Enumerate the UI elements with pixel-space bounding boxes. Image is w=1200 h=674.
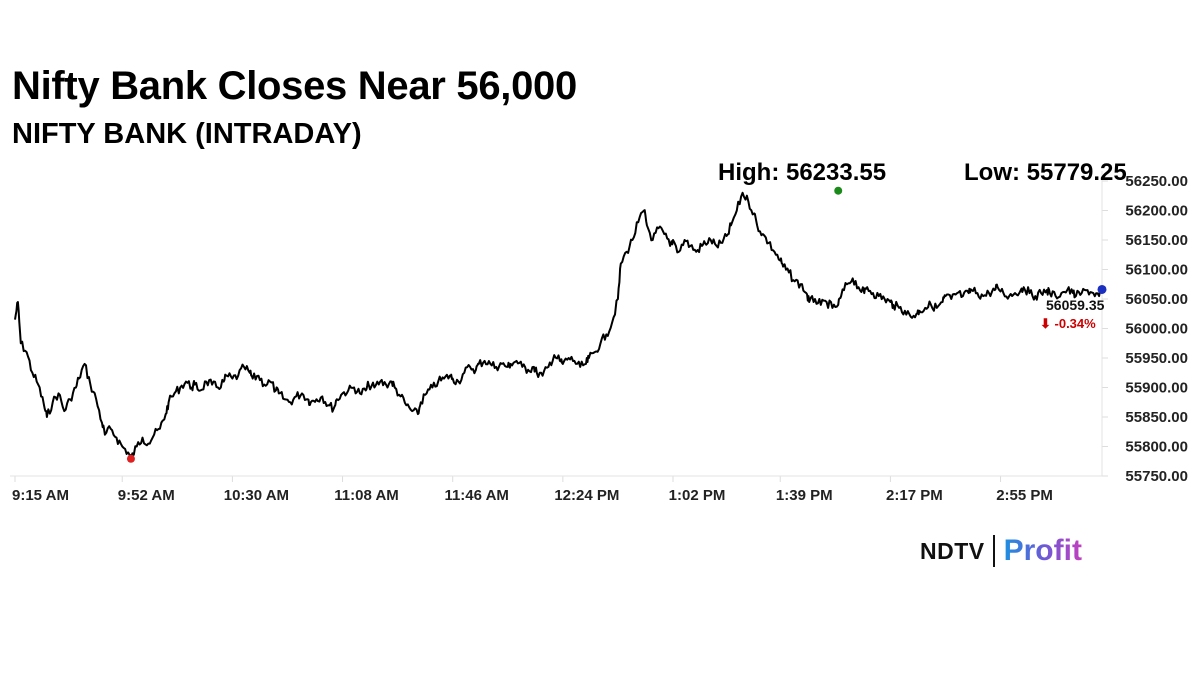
chart-subtitle: NIFTY BANK (INTRADAY) xyxy=(12,118,362,150)
y-tick-label: 56150.00 xyxy=(1125,232,1188,249)
x-tick-label: 10:30 AM xyxy=(224,487,289,504)
y-tick-label: 55900.00 xyxy=(1125,380,1188,397)
high-marker xyxy=(834,186,843,195)
x-tick-label: 12:24 PM xyxy=(554,487,619,504)
nifty-bank-series-line xyxy=(14,191,1103,460)
last-price-label: 56059.35 xyxy=(1046,297,1105,313)
x-tick-label: 11:46 AM xyxy=(444,487,508,504)
y-tick-label: 56200.00 xyxy=(1125,203,1188,220)
last-price-marker xyxy=(1097,284,1107,294)
y-tick-label: 56050.00 xyxy=(1125,291,1188,308)
ndtv-profit-logo: NDTV Profit xyxy=(920,532,1082,570)
chart-title: Nifty Bank Closes Near 56,000 xyxy=(12,64,577,108)
x-tick-label: 11:08 AM xyxy=(334,487,398,504)
x-tick-label: 9:15 AM xyxy=(12,487,69,504)
logo-ndtv-text: NDTV xyxy=(920,537,985,564)
x-tick-label: 1:39 PM xyxy=(776,487,833,504)
y-tick-label: 56100.00 xyxy=(1125,262,1188,279)
low-marker xyxy=(126,454,135,463)
x-tick-label: 1:02 PM xyxy=(669,487,726,504)
y-tick-label: 55800.00 xyxy=(1125,439,1188,456)
x-axis: 9:15 AM 9:52 AM 10:30 AM 11:08 AM 11:46 AM 12… xyxy=(12,476,1053,504)
x-tick-label: 2:17 PM xyxy=(886,487,943,504)
change-percent-label: ⬇ -0.34% xyxy=(1040,316,1096,331)
y-tick-label: 56250.00 xyxy=(1125,173,1188,190)
y-tick-label: 55750.00 xyxy=(1125,468,1188,485)
y-tick-label: 55950.00 xyxy=(1125,350,1188,367)
x-tick-label: 9:52 AM xyxy=(118,487,175,504)
y-tick-label: 55850.00 xyxy=(1125,409,1188,426)
low-label: Low: 55779.25 xyxy=(964,159,1127,186)
y-axis: 55750.00 55800.00 55850.00 55900.00 55950.00… xyxy=(1102,173,1188,485)
logo-profit-text: Profit xyxy=(1003,534,1082,567)
y-tick-label: 56000.00 xyxy=(1125,321,1188,338)
high-label: High: 56233.55 xyxy=(718,159,886,186)
x-tick-label: 2:55 PM xyxy=(996,487,1053,504)
logo-divider xyxy=(992,535,995,567)
